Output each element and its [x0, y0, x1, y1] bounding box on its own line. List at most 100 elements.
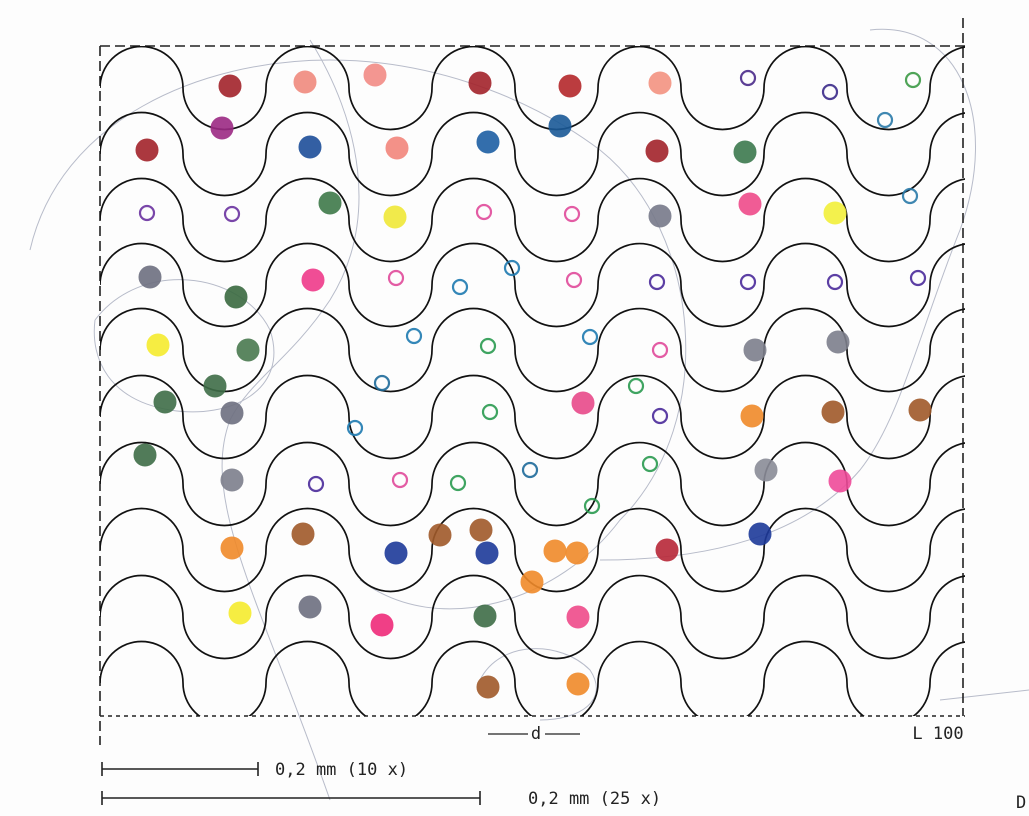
- ink-dot: [821, 83, 839, 101]
- ink-dot: [220, 401, 244, 425]
- ink-dot: [826, 273, 844, 291]
- ink-dot: [566, 605, 590, 629]
- ink-dot: [385, 136, 409, 160]
- ink-dot: [583, 497, 601, 515]
- ink-dot: [627, 377, 645, 395]
- ink-dot: [138, 204, 156, 222]
- ink-dot: [135, 138, 159, 162]
- ink-dot: [648, 71, 672, 95]
- ink-dot: [298, 135, 322, 159]
- ink-dot: [469, 518, 493, 542]
- ink-dot: [220, 536, 244, 560]
- ink-dot: [740, 404, 764, 428]
- wave-rows: [100, 46, 965, 716]
- ink-dot: [476, 130, 500, 154]
- ink-dot: [748, 522, 772, 546]
- ink-dot: [473, 604, 497, 628]
- ink-dot: [655, 538, 679, 562]
- ink-dot: [733, 140, 757, 164]
- ink-dot: [828, 469, 852, 493]
- ink-dot: [346, 419, 364, 437]
- ink-dot: [405, 327, 423, 345]
- ink-dot: [220, 468, 244, 492]
- ink-dot: [558, 74, 582, 98]
- ink-dot: [823, 201, 847, 225]
- wave-line: [100, 441, 965, 527]
- ink-dot: [475, 541, 499, 565]
- wave-line: [100, 307, 965, 393]
- ink-dot: [468, 71, 492, 95]
- ink-dot: [563, 205, 581, 223]
- ink-dot: [826, 330, 850, 354]
- ink-dot: [641, 455, 659, 473]
- ink-dot: [876, 111, 894, 129]
- ink-dot: [228, 601, 252, 625]
- wave-line: [100, 507, 965, 593]
- ink-dot: [548, 114, 572, 138]
- ink-dot: [224, 285, 248, 309]
- ink-dot: [565, 541, 589, 565]
- ink-dot: [476, 675, 500, 699]
- ink-dot: [138, 265, 162, 289]
- ink-dots: [133, 63, 932, 699]
- ink-dot: [293, 70, 317, 94]
- ink-dot: [451, 278, 469, 296]
- ink-dot: [387, 269, 405, 287]
- ink-dot: [754, 458, 778, 482]
- ink-dot: [520, 570, 544, 594]
- ink-dot: [298, 595, 322, 619]
- ink-dot: [648, 204, 672, 228]
- plate-label: L 100: [912, 724, 963, 744]
- ink-dot: [581, 328, 599, 346]
- ink-dot: [370, 613, 394, 637]
- ink-dot: [908, 398, 932, 422]
- ink-dot: [218, 74, 242, 98]
- wave-line: [100, 242, 965, 328]
- ink-dot: [651, 341, 669, 359]
- ink-dot: [571, 391, 595, 415]
- margin-mark: D: [1016, 793, 1026, 813]
- ink-dot: [307, 475, 325, 493]
- ink-dot: [210, 116, 234, 140]
- ink-dot: [739, 273, 757, 291]
- ink-dot: [291, 522, 315, 546]
- ink-dot: [146, 333, 170, 357]
- ink-dot: [449, 474, 467, 492]
- ink-dot: [521, 461, 539, 479]
- wave-line: [100, 640, 965, 716]
- scale-bar-label: 0,2 mm (10 x): [275, 760, 408, 780]
- ink-dot: [909, 269, 927, 287]
- ink-dot: [821, 400, 845, 424]
- ink-dot: [475, 203, 493, 221]
- ink-dot: [904, 71, 922, 89]
- ink-dot: [901, 187, 919, 205]
- ink-dot: [363, 63, 387, 87]
- wave-line: [100, 374, 965, 460]
- ink-dot: [565, 271, 583, 289]
- ink-dot: [481, 403, 499, 421]
- ink-dot: [373, 374, 391, 392]
- dimension-label: d: [531, 724, 541, 744]
- wave-line: [100, 177, 965, 263]
- scale-bar-label: 0,2 mm (25 x): [528, 789, 661, 809]
- ink-dot: [428, 523, 452, 547]
- ink-dot: [301, 268, 325, 292]
- ink-dot: [739, 69, 757, 87]
- wave-line: [100, 111, 965, 197]
- ink-dot: [153, 390, 177, 414]
- ink-dot: [318, 191, 342, 215]
- ink-dot: [479, 337, 497, 355]
- ink-dot: [648, 273, 666, 291]
- ink-dot: [203, 374, 227, 398]
- ink-dot: [566, 672, 590, 696]
- ink-dot: [223, 205, 241, 223]
- ink-dot: [391, 471, 409, 489]
- scale-bar-lines: [101, 762, 481, 805]
- ink-dot: [384, 541, 408, 565]
- ink-dot: [543, 539, 567, 563]
- ink-dot: [236, 338, 260, 362]
- ink-dot: [738, 192, 762, 216]
- ink-dot: [743, 338, 767, 362]
